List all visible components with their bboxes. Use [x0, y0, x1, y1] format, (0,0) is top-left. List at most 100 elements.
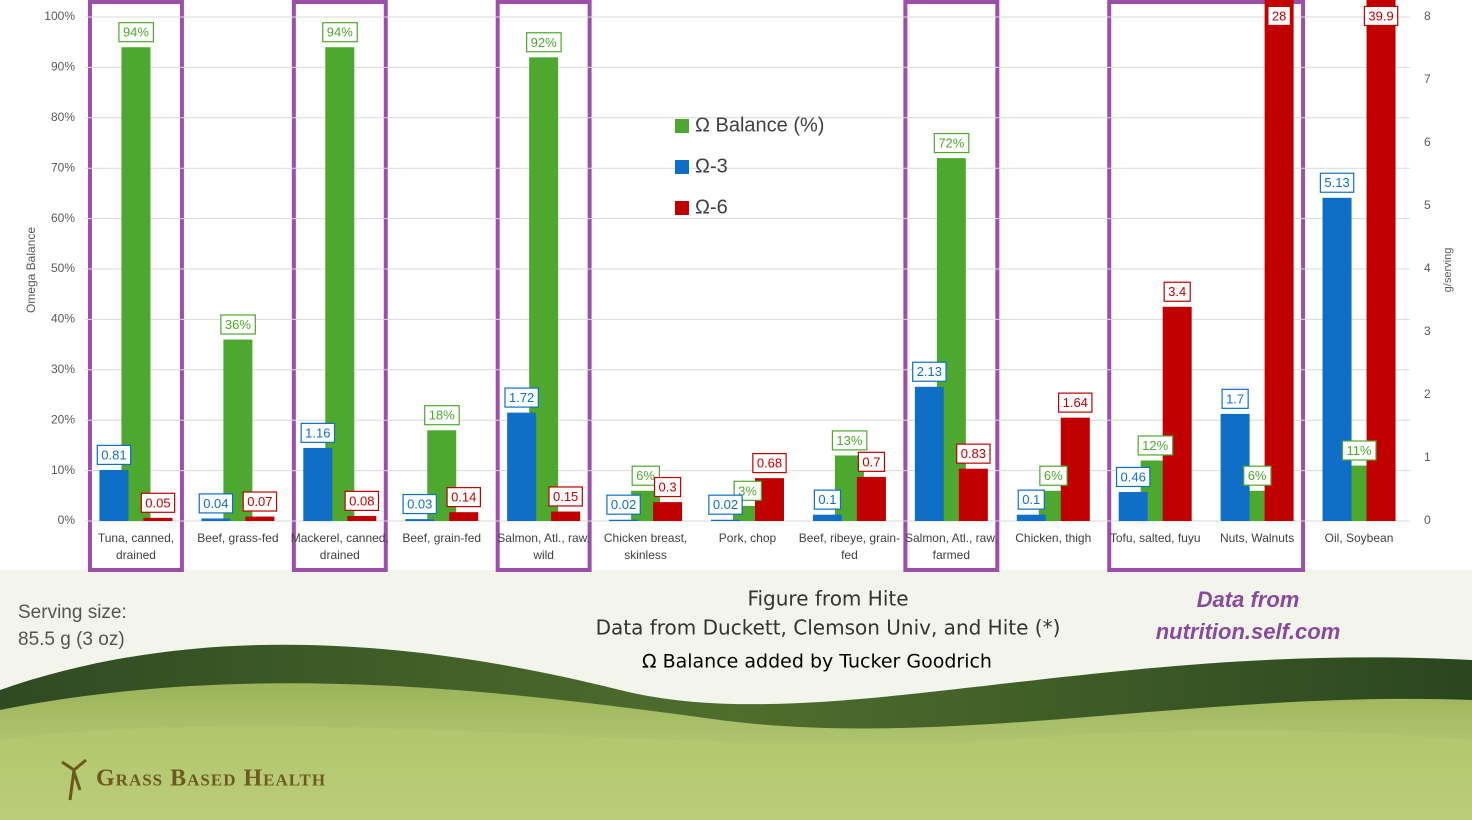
x-tick-label: Mackerel, canned, drained	[290, 531, 389, 562]
bar	[609, 519, 639, 521]
bar	[914, 386, 944, 521]
value-label-box	[198, 493, 234, 514]
y2-tick-label: 5	[1424, 198, 1431, 212]
x-tick-label-box: Tuna, canned, drained	[97, 531, 175, 562]
value-label-box	[857, 451, 886, 472]
highlight-box	[88, 0, 184, 572]
x-tick-label: Tofu, salted, fuyu	[1109, 531, 1201, 545]
value-label-box	[653, 476, 682, 498]
value-label: 94%	[327, 25, 353, 40]
bar	[449, 512, 479, 521]
value-label: 0.83	[961, 446, 986, 461]
x-tick-label: Beef, ribeye, grain-fed	[798, 531, 901, 562]
bar	[711, 519, 740, 521]
bar	[303, 447, 333, 521]
bar	[347, 515, 377, 521]
value-label-box	[1115, 466, 1151, 488]
bar	[99, 469, 129, 521]
value-label-box	[1363, 5, 1399, 27]
bar	[653, 502, 683, 521]
x-tick-label: Chicken breast, skinless	[603, 531, 688, 562]
value-label-box	[118, 22, 155, 43]
legend: Ω Balance (%) Ω-3 Ω-6	[675, 114, 824, 218]
logo: Grass Based Health	[61, 758, 326, 801]
value-label-box	[402, 493, 437, 515]
credit: Figure from Hite	[747, 587, 908, 611]
x-tick-label: Salmon, Atl., raw, wild	[497, 531, 590, 562]
y2-tick-label: 8	[1424, 9, 1431, 23]
value-label-box	[220, 314, 256, 335]
value-label: 6%	[1248, 468, 1267, 483]
value-label-box	[752, 452, 787, 474]
value-label: 0.03	[407, 497, 432, 512]
value-label: 11%	[1347, 443, 1372, 458]
y-tick-label: 60%	[51, 211, 75, 225]
value-label: 0.08	[349, 493, 374, 508]
logo-text: Grass Based Health	[96, 766, 326, 792]
value-label-box	[300, 422, 336, 443]
bar	[405, 519, 435, 521]
value-label: 0.05	[145, 495, 170, 510]
bars	[99, 0, 1396, 521]
value-label: 92%	[531, 35, 557, 50]
value-label: 6%	[636, 468, 655, 483]
background-hills	[0, 570, 1472, 820]
value-label: 0.02	[611, 497, 636, 512]
credit: Data from Duckett, Clemson Univ, and Hit…	[596, 616, 1061, 640]
value-label-box	[1163, 281, 1191, 302]
value-label-box	[242, 491, 278, 512]
x-tick-label: Chicken, thigh	[1015, 531, 1092, 545]
value-label: 94%	[123, 25, 149, 40]
value-label-box	[1039, 465, 1068, 486]
value-label-box	[1137, 435, 1174, 456]
y-tick-label: 80%	[51, 110, 75, 124]
bar	[121, 47, 151, 521]
value-label: 3%	[738, 483, 757, 498]
y-tick-label: 90%	[51, 60, 75, 74]
serving-note: Serving size:	[18, 602, 127, 623]
source-note: nutrition.self.com	[1156, 619, 1341, 644]
x-tick-label: Pork, chop	[718, 531, 777, 545]
value-label-box	[526, 32, 562, 53]
value-label: 1.16	[305, 425, 330, 440]
value-label-box	[1243, 465, 1272, 486]
x-tick-label-box: Pork, chop	[718, 531, 777, 545]
bar	[812, 514, 842, 521]
x-tick-label-box: Oil, Soybean	[1325, 531, 1394, 545]
source-note: Data from	[1197, 587, 1300, 612]
y2-tick-label: 2	[1424, 387, 1431, 401]
value-label: 0.02	[713, 497, 738, 512]
y2-tick-label: 0	[1424, 513, 1431, 527]
legend-label: Ω Balance (%)	[695, 114, 824, 136]
value-label: 0.14	[451, 490, 476, 505]
x-tick-label-box: Beef, grass-fed	[197, 531, 278, 545]
y2-tick-label: 1	[1424, 450, 1431, 464]
value-label-box	[322, 22, 358, 43]
bar	[245, 516, 275, 521]
x-tick-label: Tuna, canned, drained	[97, 531, 175, 562]
value-label: 1.64	[1063, 395, 1088, 410]
bar	[143, 517, 173, 521]
value-label: 39.9	[1368, 8, 1393, 23]
bar	[1264, 0, 1294, 521]
value-label-box	[548, 486, 583, 507]
value-label: 13%	[836, 433, 862, 448]
value-label: 0.46	[1121, 469, 1146, 484]
value-label: 0.3	[659, 480, 677, 495]
grid: 0% 10% 20% 30% 40% 50% 60% 70% 80% 90% 100% 0 1 2 3 4 5 6…	[44, 9, 1431, 562]
bar	[507, 412, 537, 521]
value-label-box	[140, 492, 176, 513]
bar	[201, 518, 231, 521]
value-label: 5.13	[1324, 175, 1349, 190]
value-label: 0.07	[247, 494, 272, 509]
value-label-box	[1341, 440, 1377, 461]
y-tick-label: 100%	[44, 9, 75, 23]
x-tick-label-box: Chicken breast, skinless	[603, 531, 688, 562]
value-label-box	[446, 487, 481, 508]
value-label: 0.7	[862, 454, 880, 469]
value-label: 1.72	[509, 390, 534, 405]
y2-tick-label: 4	[1424, 261, 1431, 275]
value-label-box	[813, 489, 842, 510]
y-tick-label: 20%	[51, 412, 75, 426]
